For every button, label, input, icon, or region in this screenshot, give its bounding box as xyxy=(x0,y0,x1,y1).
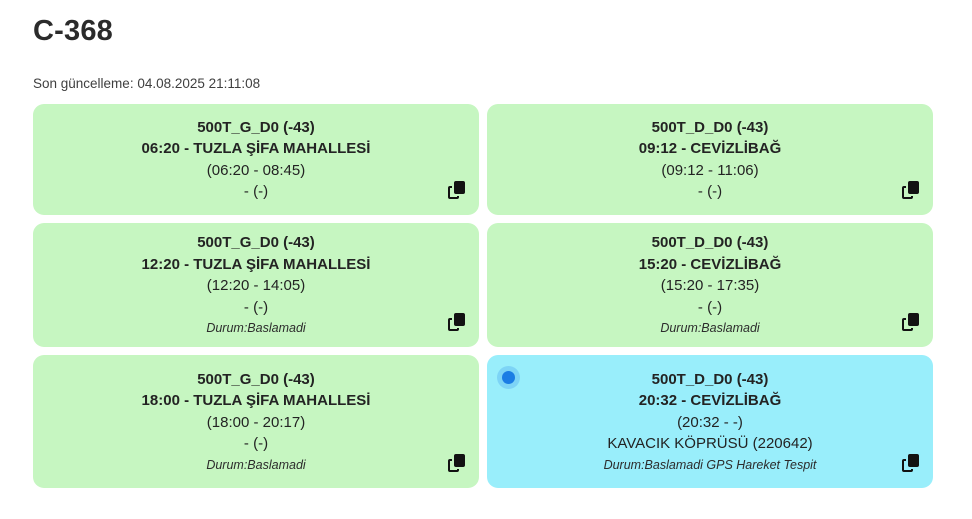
trip-code: 500T_G_D0 (-43) xyxy=(197,234,315,251)
trip-time-window: (20:32 - -) xyxy=(677,413,743,431)
trip-status: Durum:Baslamadi xyxy=(660,321,760,335)
copy-icon xyxy=(447,454,465,472)
trip-time-window: (15:20 - 17:35) xyxy=(660,277,760,294)
trip-departure: 09:12 - CEVİZLİBAĞ xyxy=(638,140,782,157)
active-dot-icon xyxy=(502,371,515,384)
trip-departure: 06:20 - TUZLA ŞİFA MAHALLESİ xyxy=(141,140,371,157)
trip-departure: 12:20 - TUZLA ŞİFA MAHALLESİ xyxy=(141,255,371,273)
trip-status: Durum:Baslamadi GPS Hareket Tespit xyxy=(603,457,817,472)
trip-note: - (-) xyxy=(243,183,269,200)
trip-time-window: (18:00 - 20:17) xyxy=(206,413,306,431)
trip-code: 500T_D_D0 (-43) xyxy=(651,118,769,136)
trip-departure: 18:00 - TUZLA ŞİFA MAHALLESİ xyxy=(141,392,371,409)
trip-note: - (-) xyxy=(697,183,723,200)
copy-button[interactable] xyxy=(899,179,921,201)
trip-code: 500T_G_D0 (-43) xyxy=(197,118,315,136)
trip-note: - (-) xyxy=(243,298,269,316)
trip-cards-grid: 500T_G_D0 (-43) 06:20 - TUZLA ŞİFA MAHAL… xyxy=(33,104,933,488)
trip-time-window: (06:20 - 08:45) xyxy=(206,161,306,179)
trip-departure: 15:20 - CEVİZLİBAĞ xyxy=(638,255,782,273)
page-title: C-368 xyxy=(33,15,113,47)
copy-button[interactable] xyxy=(445,452,467,474)
copy-button[interactable] xyxy=(445,179,467,201)
trip-code: 500T_G_D0 (-43) xyxy=(197,370,315,388)
copy-icon xyxy=(901,313,919,331)
trip-note: - (-) xyxy=(243,435,269,452)
trip-status: Durum:Baslamadi xyxy=(206,321,306,335)
trip-status: Durum:Baslamadi xyxy=(206,457,306,472)
trip-card: 500T_D_D0 (-43) 09:12 - CEVİZLİBAĞ (09:1… xyxy=(487,104,933,215)
trip-note: KAVACIK KÖPRÜSÜ (220642) xyxy=(607,435,813,452)
trip-departure: 20:32 - CEVİZLİBAĞ xyxy=(638,392,782,409)
trip-time-window: (12:20 - 14:05) xyxy=(206,277,306,294)
copy-button[interactable] xyxy=(899,452,921,474)
trip-time-window: (09:12 - 11:06) xyxy=(661,161,759,179)
trip-code: 500T_D_D0 (-43) xyxy=(651,234,769,251)
copy-button[interactable] xyxy=(899,311,921,333)
copy-icon xyxy=(901,181,919,199)
trip-note: - (-) xyxy=(697,298,723,316)
trip-card-active: 500T_D_D0 (-43) 20:32 - CEVİZLİBAĞ (20:3… xyxy=(487,355,933,488)
copy-icon xyxy=(901,454,919,472)
trip-card: 500T_G_D0 (-43) 18:00 - TUZLA ŞİFA MAHAL… xyxy=(33,355,479,488)
trip-code: 500T_D_D0 (-43) xyxy=(651,370,769,388)
trip-card: 500T_G_D0 (-43) 06:20 - TUZLA ŞİFA MAHAL… xyxy=(33,104,479,215)
copy-icon xyxy=(447,181,465,199)
copy-icon xyxy=(447,313,465,331)
copy-button[interactable] xyxy=(445,311,467,333)
trip-card: 500T_D_D0 (-43) 15:20 - CEVİZLİBAĞ (15:2… xyxy=(487,223,933,347)
last-update-text: Son güncelleme: 04.08.2025 21:11:08 xyxy=(33,76,261,91)
trip-card: 500T_G_D0 (-43) 12:20 - TUZLA ŞİFA MAHAL… xyxy=(33,223,479,347)
